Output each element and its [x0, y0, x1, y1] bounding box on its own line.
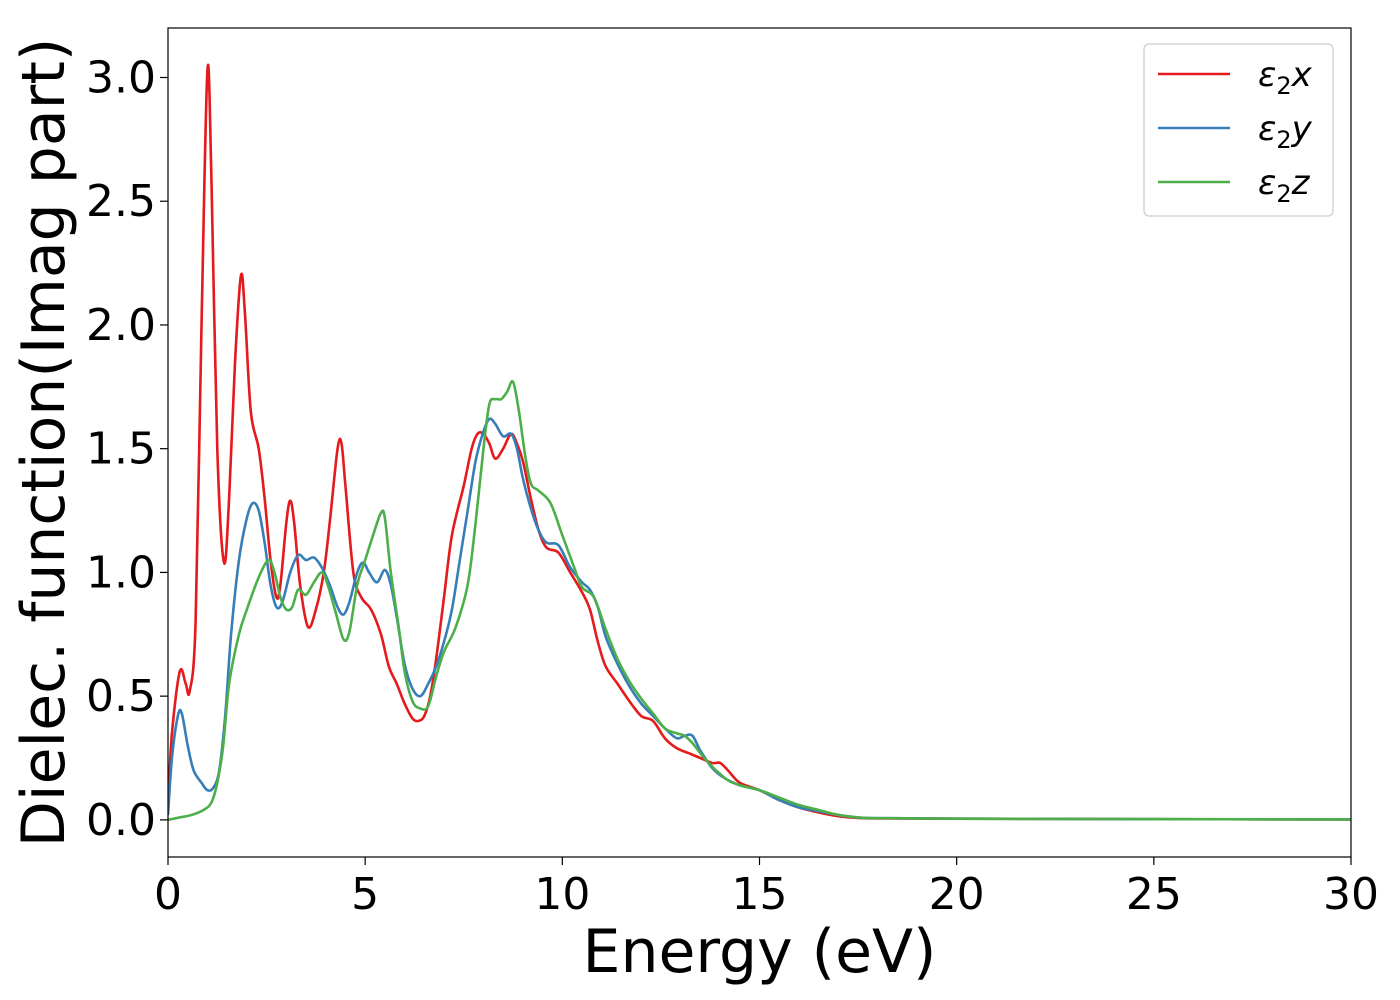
y-tick-label: 2.0 — [86, 300, 156, 351]
legend-box — [1143, 43, 1334, 217]
series-line-z — [168, 379, 1351, 822]
y-axis-ticks: 0.0 0.5 1.0 1.5 2.0 2.5 3.0 — [86, 52, 168, 846]
y-tick-label: 0.0 — [86, 795, 156, 846]
legend-label-x: ε2x — [1258, 55, 1313, 100]
y-axis-title: Dielec. function(Imag part) — [9, 38, 79, 848]
legend-label-z: ε2z — [1258, 163, 1311, 208]
y-tick-label: 0.5 — [86, 671, 156, 722]
y-tick-label: 1.5 — [86, 424, 156, 475]
series-layer — [168, 63, 1351, 822]
x-tick-label: 30 — [1323, 869, 1379, 920]
legend: ε2x ε2y ε2z — [1143, 43, 1334, 217]
x-tick-label: 15 — [732, 869, 788, 920]
x-axis-title: Energy (eV) — [583, 917, 937, 987]
y-tick-label: 2.5 — [86, 176, 156, 227]
y-tick-label: 3.0 — [86, 52, 156, 103]
x-tick-label: 5 — [351, 869, 379, 920]
x-axis-ticks: 0 5 10 15 20 25 30 — [154, 857, 1379, 920]
x-tick-label: 20 — [929, 869, 985, 920]
x-tick-label: 25 — [1126, 869, 1182, 920]
legend-label-y: ε2y — [1258, 109, 1313, 154]
y-tick-label: 1.0 — [86, 547, 156, 598]
series-line-x — [168, 63, 1351, 821]
x-tick-label: 0 — [154, 869, 182, 920]
x-tick-label: 10 — [534, 869, 590, 920]
